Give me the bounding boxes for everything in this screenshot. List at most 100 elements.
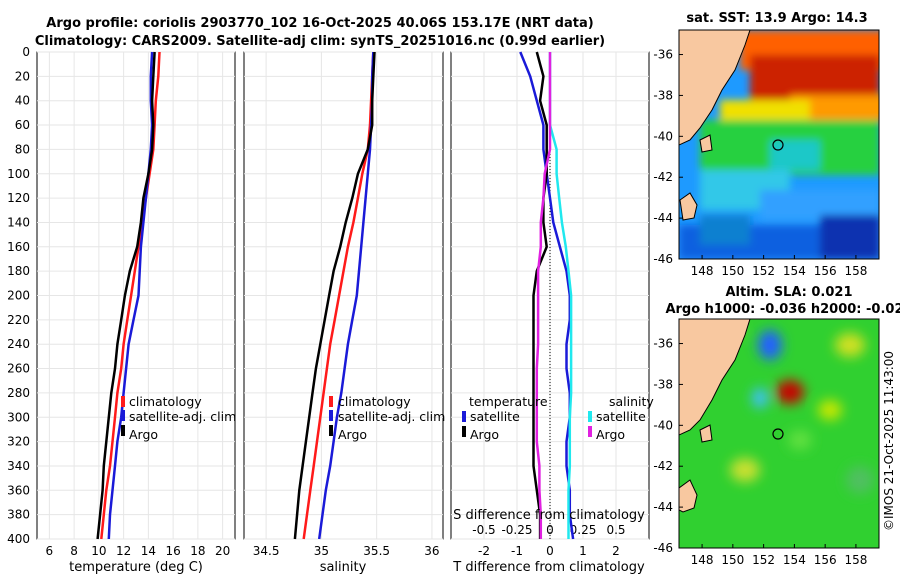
depth-tick-label: 180 [7,264,30,278]
x-tick-label: 6 [46,544,54,558]
sla-map-frame [678,318,880,549]
legend-swatch-s-argo [588,426,592,437]
legend-argo: Argo [129,427,158,442]
sst-map [679,30,879,259]
depth-tick-label: 400 [7,532,30,546]
x-tick-label: 0 [546,544,554,558]
depth-tick-label: 100 [7,167,30,181]
credit-text: ©IMOS 21-Oct-2025 11:43:00 [882,351,896,531]
map-ytick-label: -44 [653,211,673,225]
legend-s-satellite: satellite [596,409,646,424]
legend-swatch-argo [329,425,333,436]
map-ytick-label: -38 [653,377,673,391]
argo-marker [772,139,784,151]
depth-tick-label: 120 [7,191,30,205]
sst-map-frame [678,29,880,260]
map-ytick-label: -44 [653,500,673,514]
difference-legend: temperature satellite Argo salinity sate… [462,394,654,442]
series-line-temperature-satellite [519,51,575,540]
map-xtick-label: 150 [721,553,744,567]
legend-satellite: satellite-adj. clim [338,409,445,424]
map-ytick-label: -36 [653,337,673,351]
sla-map-title2: Argo h1000: -0.036 h2000: -0.023 [665,302,900,317]
legend-swatch-satellite [121,410,125,421]
x-tick-label: -2 [478,544,490,558]
temperature-legend: climatology satellite-adj. clim Argo [121,394,236,442]
depth-tick-label: 260 [7,362,30,376]
depth-tick-label: 60 [15,118,30,132]
x-tick-label: 12 [116,544,131,558]
x-tick-label: 34.5 [253,544,280,558]
x-tick-label: -1 [511,544,523,558]
legend-t-satellite: satellite [470,409,520,424]
s-tick-label: 0.25 [570,523,597,537]
map-ytick-label: -46 [653,541,673,555]
depth-tick-label: 80 [15,142,30,156]
figure-title-line2: Climatology: CARS2009. Satellite-adj cli… [35,34,605,49]
legend-swatch-climatology [121,396,125,407]
legend-swatch-s-satellite [588,411,592,422]
legend-swatch-climatology [329,396,333,407]
difference-xlabel-top: S difference from climatology [453,508,645,523]
map-xtick-label: 148 [691,264,714,278]
x-tick-label: 35.5 [363,544,390,558]
legend-climatology: climatology [338,394,411,409]
map-ytick-label: -42 [653,170,673,184]
series-line-climatology [100,51,161,540]
series-line-temperature-argo [532,51,548,539]
map-xtick-label: 154 [783,553,806,567]
x-tick-label: 18 [190,544,205,558]
depth-tick-label: 300 [7,410,30,424]
map-ytick-label: -40 [653,129,673,143]
s-tick-label: -0.5 [472,523,495,537]
map-ytick-label: -40 [653,418,673,432]
x-tick-label: 35 [314,544,329,558]
figure-title-line1: Argo profile: coriolis 2903770_102 16-Oc… [46,16,593,31]
x-tick-label: 14 [141,544,156,558]
depth-tick-label: 240 [7,337,30,351]
temperature-xlabel: temperature (deg C) [69,560,203,575]
map-xtick-label: 156 [814,264,837,278]
profile-series [96,51,575,540]
s-tick-label: 0.5 [606,523,625,537]
depth-tick-label: 0 [22,45,30,59]
map-ytick-label: -42 [653,459,673,473]
series-line-argo [96,51,156,540]
grid-lines [37,51,649,540]
series-line-argo [293,51,376,540]
legend-argo: Argo [338,427,367,442]
s-tick-label: 0 [546,523,554,537]
map-xtick-label: 152 [752,553,775,567]
map-ytick-label: -36 [653,48,673,62]
difference-xlabel: T difference from climatology [452,560,645,575]
legend-swatch-satellite [329,410,333,421]
depth-tick-label: 280 [7,386,30,400]
sla-map-ticks: 148 150 152 154 156 158 -36 -38 -40 -42 -44 -46 [653,337,867,567]
depth-tick-label: 20 [15,69,30,83]
depth-tick-label: 160 [7,240,30,254]
legend-climatology: climatology [129,394,202,409]
map-xtick-label: 148 [691,553,714,567]
legend-swatch-argo [121,425,125,436]
sla-map [679,319,879,548]
x-tick-label: 16 [165,544,180,558]
x-tick-label: 10 [91,544,106,558]
legend-title-salinity: salinity [609,394,654,409]
sla-map-title1: Altim. SLA: 0.021 [726,285,853,300]
s-tick-label: -0.25 [501,523,532,537]
x-tick-label: 36 [424,544,439,558]
depth-tick-label: 380 [7,508,30,522]
x-tick-labels: 6 8 10 12 14 16 18 20 34.5 35 35.5 36 -2 -1 0 1 2-0.5 -0.… [46,523,626,558]
series-line-climatology [302,51,375,540]
sst-map-ticks: 148 150 152 154 156 158 -36 -38 -40 -42 -44 -46 [653,48,867,278]
salinity-xlabel: salinity [320,560,367,575]
depth-tick-label: 200 [7,289,30,303]
salinity-legend: climatology satellite-adj. clim Argo [329,394,445,442]
map-xtick-label: 150 [721,264,744,278]
legend-title-temperature: temperature [469,394,548,409]
map-xtick-label: 152 [752,264,775,278]
sst-map-title: sat. SST: 13.9 Argo: 14.3 [686,11,867,26]
depth-tick-label: 360 [7,483,30,497]
map-ytick-label: -38 [653,88,673,102]
